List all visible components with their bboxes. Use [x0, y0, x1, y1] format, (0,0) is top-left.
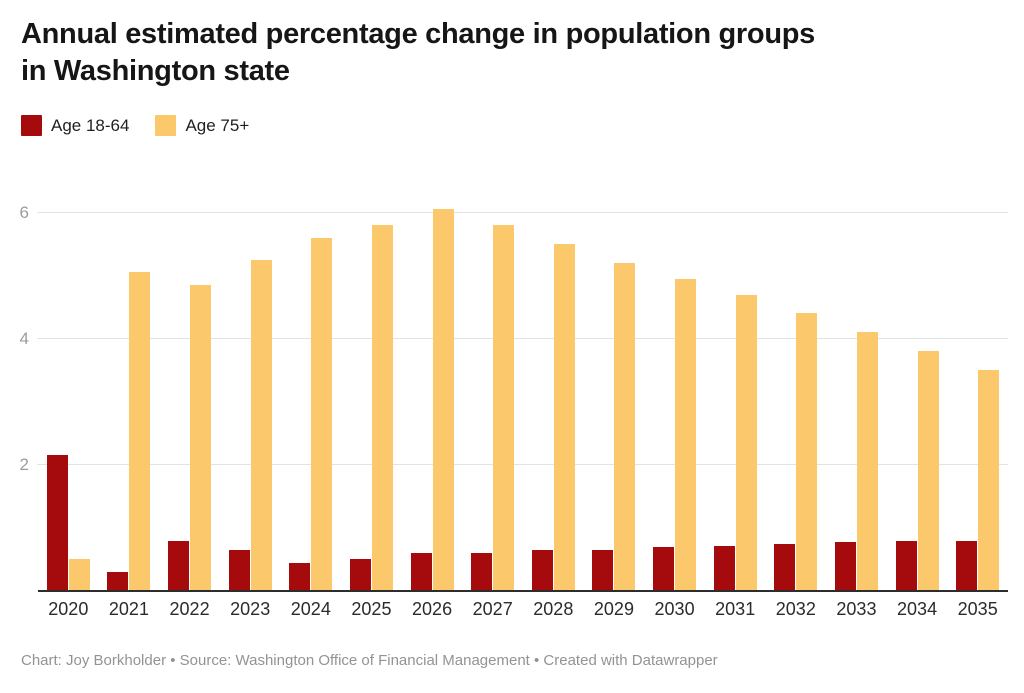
x-axis-line	[38, 590, 1008, 592]
bar-age-18-64-2028[interactable]	[531, 550, 553, 591]
bar-age-75--2028[interactable]	[553, 244, 575, 591]
bar-age-18-64-2033[interactable]	[834, 542, 856, 591]
bar-age-75--2022[interactable]	[190, 285, 212, 591]
x-tick-label-2024: 2024	[290, 599, 331, 619]
bar-group-2023	[220, 181, 281, 591]
gridline-2	[37, 463, 1008, 465]
bar-age-18-64-2035[interactable]	[956, 540, 978, 591]
bar-group-2030	[644, 181, 705, 591]
bar-group-2033	[826, 181, 887, 591]
y-tick-label-2: 2	[19, 454, 29, 474]
x-tick-label-2034: 2034	[897, 599, 938, 619]
x-tick-label-2028: 2028	[533, 599, 574, 619]
x-tick-label-2021: 2021	[108, 599, 149, 619]
legend-swatch-icon	[21, 115, 42, 136]
x-axis-labels: 2020 2021 2022 2023 2024 2025 2026 2027 2028 2029…	[38, 599, 1008, 620]
legend-item-age-75-: Age 75+	[155, 115, 249, 136]
page-title: Annual estimated percentage change in po…	[21, 16, 1003, 90]
x-tick-label-2027: 2027	[472, 599, 513, 619]
bar-group-2022	[159, 181, 220, 591]
bar-age-18-64-2023[interactable]	[228, 550, 250, 591]
plot-wrap: 2 4 6	[20, 181, 1008, 592]
legend-label: Age 18-64	[51, 115, 130, 135]
bar-age-75--2026[interactable]	[432, 209, 454, 591]
bar-group-2020	[38, 181, 99, 591]
bar-age-18-64-2032[interactable]	[774, 543, 796, 591]
bar-age-18-64-2029[interactable]	[592, 550, 614, 591]
bar-age-75--2020[interactable]	[68, 559, 90, 591]
x-tick-label-2022: 2022	[169, 599, 210, 619]
bar-age-18-64-2025[interactable]	[349, 559, 371, 591]
bar-age-75--2021[interactable]	[129, 272, 151, 591]
legend-item-age-18-64: Age 18-64	[21, 115, 129, 136]
bar-age-18-64-2021[interactable]	[107, 572, 129, 591]
bar-age-18-64-2034[interactable]	[895, 540, 917, 591]
bar-group-2026	[402, 181, 463, 591]
gridline-6	[37, 211, 1008, 213]
bar-age-75--2031[interactable]	[735, 294, 757, 591]
bar-group-2032	[766, 181, 827, 591]
bar-age-18-64-2027[interactable]	[471, 553, 493, 591]
x-tick-label-2025: 2025	[351, 599, 392, 619]
bar-age-18-64-2030[interactable]	[653, 546, 675, 591]
x-tick-label-2020: 2020	[48, 599, 89, 619]
legend-swatch-icon	[155, 115, 177, 136]
bar-age-18-64-2031[interactable]	[713, 545, 735, 591]
bar-group-2027	[462, 181, 523, 591]
bar-age-75--2030[interactable]	[675, 278, 697, 591]
bar-age-18-64-2024[interactable]	[289, 562, 311, 591]
x-tick-label-2031: 2031	[715, 599, 756, 619]
plot-area	[37, 181, 1008, 591]
legend-label: Age 75+	[185, 115, 250, 135]
x-tick-label-2032: 2032	[775, 599, 816, 619]
bar-age-75--2023[interactable]	[250, 259, 272, 591]
gridline-4	[37, 337, 1008, 339]
bar-age-18-64-2022[interactable]	[168, 540, 190, 591]
bar-group-2035	[947, 181, 1008, 591]
chart-footer: Chart: Joy Borkholder • Source: Washingt…	[21, 652, 718, 669]
x-tick-label-2023: 2023	[230, 599, 271, 619]
bar-age-75--2029[interactable]	[614, 263, 636, 591]
legend: Age 18-64 Age 75+	[21, 115, 249, 136]
bar-group-2028	[523, 181, 584, 591]
y-tick-label-4: 4	[19, 328, 29, 348]
bar-age-75--2027[interactable]	[493, 225, 515, 591]
bar-age-75--2024[interactable]	[311, 237, 333, 591]
x-tick-label-2026: 2026	[412, 599, 453, 619]
chart: 2 4 6 2020 2021 2022 2023 2024 2025 2026 2027 2028…	[0, 181, 1024, 620]
x-tick-label-2029: 2029	[593, 599, 634, 619]
bar-group-2034	[887, 181, 948, 591]
page-title-line2: in Washington state	[21, 55, 290, 87]
bar-age-75--2033[interactable]	[856, 332, 878, 591]
x-tick-label-2033: 2033	[836, 599, 877, 619]
y-axis: 2 4 6	[0, 181, 29, 591]
bar-age-75--2032[interactable]	[796, 313, 818, 591]
x-tick-label-2030: 2030	[654, 599, 695, 619]
bar-age-75--2034[interactable]	[917, 351, 939, 591]
bar-group-2024	[281, 181, 342, 591]
bar-age-18-64-2020[interactable]	[46, 455, 68, 591]
bar-group-2029	[584, 181, 645, 591]
bar-age-75--2025[interactable]	[371, 225, 393, 591]
bar-group-2025	[341, 181, 402, 591]
x-tick-label-2035: 2035	[957, 599, 998, 619]
bar-age-18-64-2026[interactable]	[410, 553, 432, 591]
y-tick-label-6: 6	[19, 202, 29, 222]
bar-age-75--2035[interactable]	[978, 370, 1000, 591]
bar-group-2031	[705, 181, 766, 591]
page-title-line1: Annual estimated percentage change in po…	[21, 18, 815, 50]
bar-group-2021	[99, 181, 160, 591]
